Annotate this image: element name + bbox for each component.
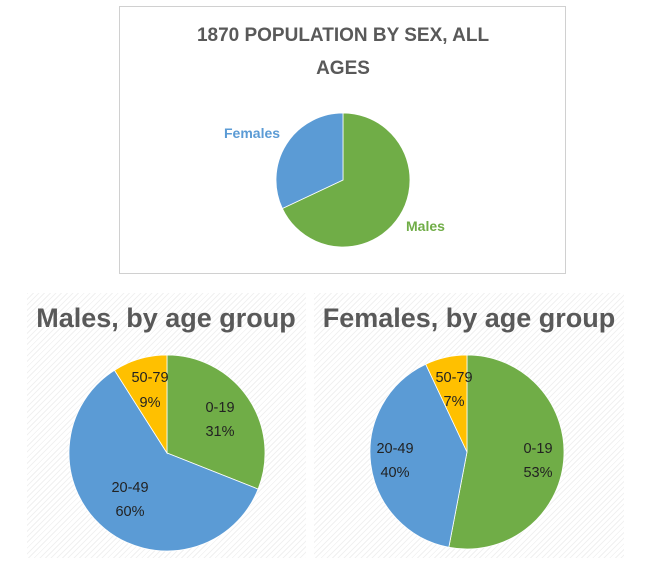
females-50-79-category-label: 50-79 [435, 370, 472, 386]
females-age-pie-chart: Females, by age group 0-19 53% 20-49 40%… [314, 293, 624, 558]
sex-chart-title-line-1: 1870 POPULATION BY SEX, ALL [197, 25, 490, 46]
females-slice-0-19 [448, 354, 565, 550]
males-pie-slices [68, 354, 266, 552]
sex-pie-svg: 1870 POPULATION BY SEX, ALL AGES Females… [197, 25, 490, 248]
males-slice-0-19 [166, 354, 266, 490]
females-0-19-category-label: 0-19 [523, 441, 552, 457]
females-pie-slices [369, 354, 565, 550]
males-0-19-percent-label: 31% [205, 424, 234, 440]
females-slice-20-49 [369, 363, 468, 548]
males-chart-title: Males, by age group [36, 303, 296, 333]
sex-pie-chart: 1870 POPULATION BY SEX, ALL AGES Females… [119, 6, 566, 274]
sex-slice-males [281, 112, 411, 248]
males-50-79-percent-label: 9% [140, 395, 161, 411]
males-slice-label: Males [406, 218, 445, 234]
females-slice-50-79 [425, 354, 468, 453]
sex-chart-title-line-2: AGES [316, 58, 370, 79]
males-20-49-category-label: 20-49 [111, 480, 148, 496]
males-age-pie-chart: Males, by age group 0-19 31% 20-49 60% 5… [27, 293, 306, 558]
males-50-79-category-label: 50-79 [131, 370, 168, 386]
sex-pie-slices [275, 112, 411, 248]
males-pie-svg: Males, by age group 0-19 31% 20-49 60% 5… [36, 303, 296, 552]
sex-slice-females [275, 112, 344, 210]
males-slice-50-79 [113, 354, 168, 455]
males-0-19-category-label: 0-19 [205, 400, 234, 416]
females-slice-label: Females [224, 125, 280, 141]
females-20-49-category-label: 20-49 [376, 441, 413, 457]
females-0-19-percent-label: 53% [523, 465, 552, 481]
females-chart-title: Females, by age group [323, 303, 616, 333]
males-slice-20-49 [68, 369, 259, 552]
males-20-49-percent-label: 60% [115, 504, 144, 520]
females-pie-svg: Females, by age group 0-19 53% 20-49 40%… [323, 303, 616, 550]
females-20-49-percent-label: 40% [380, 465, 409, 481]
females-50-79-percent-label: 7% [444, 394, 465, 410]
